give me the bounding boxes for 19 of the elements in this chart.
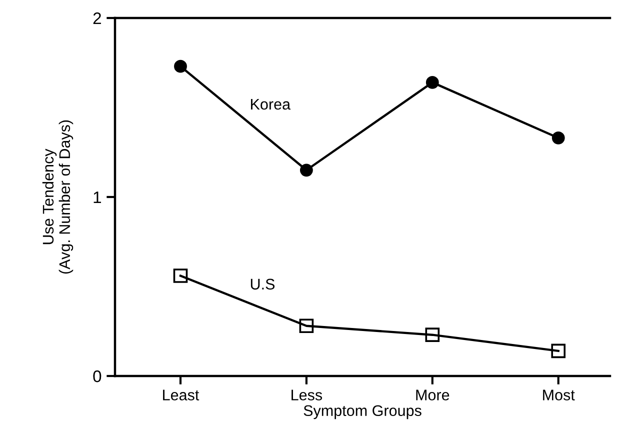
series-label: U.S	[250, 278, 275, 290]
y-axis-title: Use Tendency (Avg. Number of Days)	[42, 120, 74, 274]
x-tick-label: Most	[543, 390, 575, 400]
x-tick-label: Least	[163, 390, 200, 400]
point	[173, 268, 188, 283]
y-tick-label: 0	[93, 370, 102, 382]
point	[551, 344, 566, 358]
y-tick-label: 2	[93, 12, 101, 24]
point	[552, 131, 565, 144]
point	[300, 164, 313, 177]
x-axis-title: Symptom Groups	[304, 405, 422, 420]
point	[426, 76, 439, 89]
series-label: Korea	[251, 99, 291, 110]
x-tick-label: More	[416, 390, 450, 400]
y-tick-label: 1	[94, 192, 101, 204]
point	[299, 318, 314, 334]
point	[425, 328, 440, 342]
point	[174, 60, 187, 73]
x-tick-label: Less	[292, 390, 322, 400]
